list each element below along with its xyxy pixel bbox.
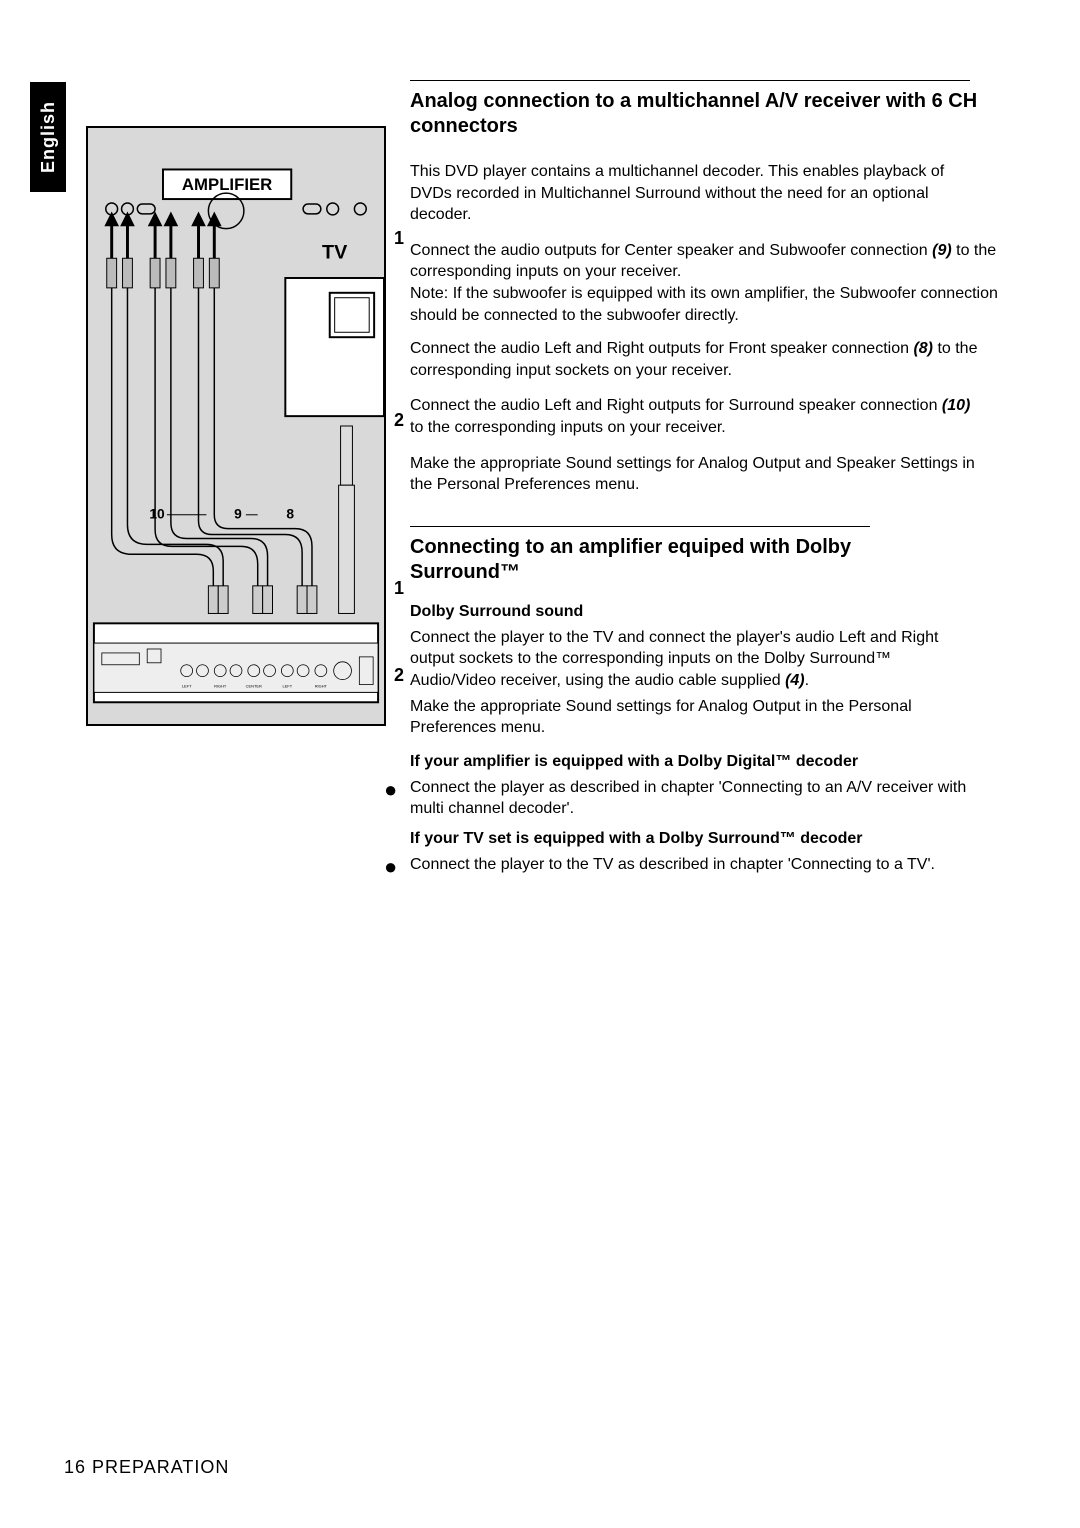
ref: (9) [932,242,952,259]
bullet-icon: ● [384,854,410,880]
text-frag: . [805,672,809,689]
section2-title: Connecting to an amplifier equiped with … [410,535,910,585]
step-1-text: Connect the audio outputs for Center spe… [410,240,1000,326]
svg-text:9: 9 [234,506,242,522]
subhead-tv-dolby: If your TV set is equipped with a Dolby … [410,830,1000,848]
text-frag: Connect the audio outputs for Center spe… [410,242,932,259]
language-tab: English [30,82,66,192]
section1-title: Analog connection to a multichannel A/V … [410,89,980,139]
svg-text:8: 8 [286,506,294,522]
svg-text:LEFT: LEFT [182,683,192,688]
ref: (4) [785,672,805,689]
text-frag: Connect the audio Left and Right outputs… [410,340,913,357]
bullet-2-text: Connect the player to the TV as describe… [410,854,1000,880]
ref: (10) [942,397,970,414]
text-frag: Connect the player to the TV and connect… [410,629,938,689]
svg-text:CENTER: CENTER [246,683,262,688]
amplifier-label: AMPLIFIER [182,175,272,194]
sec2-step2: Make the appropriate Sound settings for … [410,696,980,739]
divider [410,80,970,81]
divider [410,526,870,527]
sec2-step1: Connect the player to the TV and connect… [410,627,980,692]
bullet-2: ● Connect the player to the TV as descri… [410,854,1000,880]
subhead-dolby-surround: Dolby Surround sound [410,603,1000,621]
step-number-1a: 1 [394,228,404,249]
svg-text:RIGHT: RIGHT [315,683,328,688]
main-content: Analog connection to a multichannel A/V … [410,80,1000,890]
note-text: Note: If the subwoofer is equipped with … [410,285,998,324]
subhead-dolby-digital: If your amplifier is equipped with a Dol… [410,753,1000,771]
step-number-2a: 2 [394,410,404,431]
step-number-1b: 1 [394,578,404,599]
step-number-2b: 2 [394,665,404,686]
bullet-1: ● Connect the player as described in cha… [410,777,1000,820]
text-frag: Connect the audio Left and Right outputs… [410,397,942,414]
svg-text:10: 10 [149,506,165,522]
svg-text:LEFT: LEFT [282,683,292,688]
svg-text:RIGHT: RIGHT [214,683,227,688]
step-1-block: Connect the audio outputs for Center spe… [410,240,1000,326]
step-1b-text: Connect the audio Left and Right outputs… [410,338,980,381]
text-frag: to the corresponding inputs on your rece… [410,419,726,436]
tv-label: TV [322,241,348,263]
bullet-icon: ● [384,777,410,820]
page-number: 16 [64,1457,86,1477]
wiring-diagram: AMPLIFIER TV [86,126,386,726]
page-footer: 16 PREPARATION [64,1457,229,1478]
step-1c-text: Connect the audio Left and Right outputs… [410,395,980,438]
step-2-text: Make the appropriate Sound settings for … [410,453,980,496]
footer-label: PREPARATION [92,1457,229,1477]
ref: (8) [913,340,933,357]
bullet-1-text: Connect the player as described in chapt… [410,777,1000,820]
language-label: English [38,101,59,173]
section1-intro: This DVD player contains a multichannel … [410,161,980,226]
